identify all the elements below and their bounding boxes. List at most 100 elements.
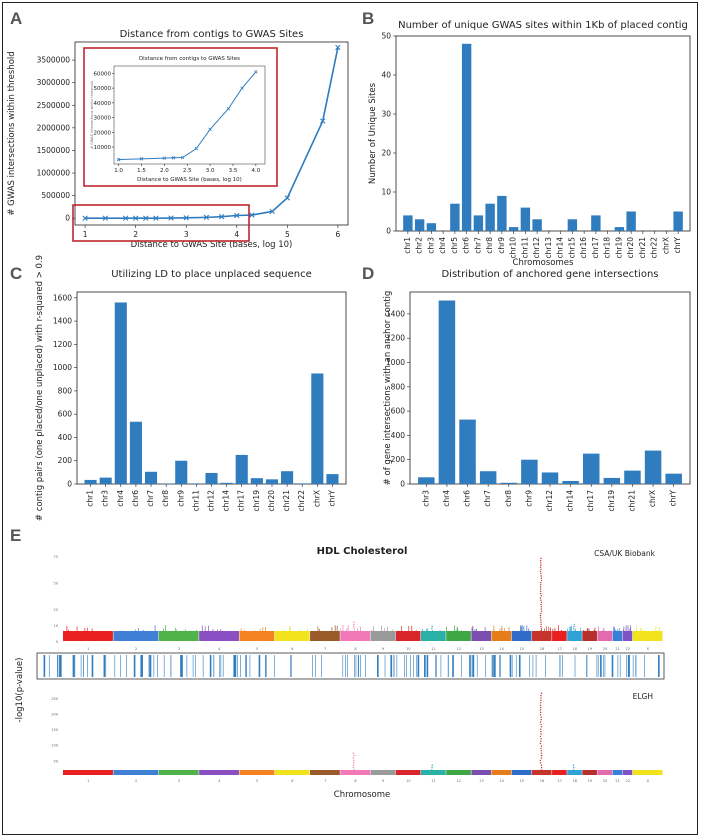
e-bottom-chrom-label-15: 15 [520,779,524,783]
e-bottom-peak-point [540,766,543,769]
e-top-peak-point [540,577,543,579]
e-bottom-chrom-label-1: 1 [87,779,89,783]
b-title: Number of unique GWAS sites within 1Kb o… [398,20,688,31]
e-top-chrom-band-17 [552,631,567,641]
e-top-chrom-band-22 [622,631,633,641]
e-top-peak-point [539,588,542,590]
b-bar-chr19 [614,227,625,231]
a-inset-data-point [162,156,167,160]
e-bottom-peak-point [540,692,543,694]
e-top-peak-point [540,625,542,628]
c-xtick-label-chr4: chr4 [116,490,125,507]
e-bottom-peak-point [352,764,355,766]
b-bar-chrY [673,211,683,231]
e-bottom-chrom-label-18: 18 [573,779,577,783]
e-bottom-peak-point [431,769,433,771]
e-bottom-chrom-label-8: 8 [354,779,356,783]
e-bottom-chrom-band-11 [420,770,446,775]
d-ytick-label: 800 [391,382,406,391]
e-bottom-peak-point [352,757,355,759]
e-top-peak-point [431,625,433,628]
e-top-peak-point [539,559,542,562]
c-bar-chr20 [265,479,279,484]
a-inset-title: Distance from contigs to GWAS Sites [139,56,240,62]
e-bottom-chrom-label-4: 4 [218,779,221,783]
e-top-chrom-label-14: 14 [499,647,504,651]
b-xtick-label-chr2: chr2 [415,237,424,254]
c-bar-chr4 [114,302,127,484]
e-bottom-peak-point [540,769,542,771]
a-ytick-label: 0 [65,214,70,223]
b-xtick-label-chr10: chr10 [509,237,518,259]
a-inset-ytick-label: 30000 [94,116,112,122]
e-top-peak-point [540,568,542,571]
e-bottom-peak-point [539,702,542,704]
c-xtick-label-chr11: chr11 [191,490,200,512]
a-inset-data-point [226,106,231,111]
e-top-chrom-label-2: 2 [135,647,137,651]
e-bottom-peak-point [540,694,542,697]
a-inset-xlabel: Distance to GWAS Site (bases, log 10) [137,177,242,183]
e-bottom-chrom-label-19: 19 [588,779,592,783]
c-xtick-label-chr3: chr3 [101,490,110,507]
e-bottom-ytick-label: 100 [51,744,58,748]
e-bottom-chrom-label-22: 22 [625,779,629,783]
e-top-peak-point [540,595,543,597]
e-top-peak-point [539,617,542,619]
e-bottom-peak-point [540,728,542,730]
e-bottom-chrom-band-2 [113,770,159,775]
e-top-chrom-band-21 [612,631,623,641]
a-data-point [218,214,225,220]
e-bottom-peak-point [540,738,542,740]
b-xtick-label-chr15: chr15 [567,237,576,259]
e-top-peak-point [540,579,543,582]
e-bottom-peak-point [353,754,355,757]
a-ylabel: # GWAS intersections within threshold [7,51,17,215]
a-inset-xtick-label: 2.0 [160,168,169,174]
b-xtick-label-chr16: chr16 [579,237,588,259]
d-ytick-label: 0 [400,480,405,489]
e-top-chrom-label-10: 10 [406,647,410,651]
c-bar-chr21 [281,471,294,484]
e-top-chrom-band-2 [113,631,159,641]
c-bar-chr17 [235,454,248,484]
a-data-point [234,212,240,219]
c-ytick-label: 1000 [53,363,72,372]
b-bar-chr9 [497,195,507,231]
e-bottom-chrom-label-20: 20 [603,779,607,783]
e-bottom-chrom-label-X: X [647,779,650,783]
b-xtick-label-chr11: chr11 [520,237,529,259]
panel-label-b: B [362,9,374,28]
e-top-chrom-label-6: 6 [291,647,293,651]
e-bottom-chrom-band-15 [511,770,532,775]
d-bar-chr7 [479,471,497,484]
e-bottom-peak-point [572,764,575,766]
b-bar-chr10 [508,227,519,231]
e-bottom-ytick-label: 50 [54,759,58,763]
b-xtick-label-chrX: chrX [661,237,670,254]
e-top-peak-point [540,606,543,608]
b-bar-chr2 [414,219,425,231]
e-top-chrom-band-12 [446,631,471,641]
e-bottom-ytick-label: 250 [51,697,58,701]
a-data-point [122,215,129,221]
e-title: HDL Cholesterol [317,546,408,557]
a-inset-ytick-label: 60000 [94,71,112,77]
e-bottom-peak-point [353,769,355,771]
c-xtick-label-chr22: chr22 [297,490,306,512]
c-xtick-label-chrY: chrY [327,490,336,507]
b-xtick-label-chr13: chr13 [544,237,553,259]
e-top-peak-point [540,623,542,626]
e-bottom-chrom-band-17 [552,770,567,775]
a-plot-frame [74,41,349,226]
a-inset-data-point [139,157,144,161]
c-ytick-label: 1400 [53,317,72,326]
b-bar-chr7 [473,215,484,231]
e-bottom-chrom-band-3 [158,770,199,775]
e-top-peak-point [540,612,542,615]
e-bottom-peak-point [540,752,543,754]
d-bar-chr12 [541,472,559,484]
e-top-peak-point [540,608,542,610]
e-top-chrom-band-11 [420,631,446,641]
